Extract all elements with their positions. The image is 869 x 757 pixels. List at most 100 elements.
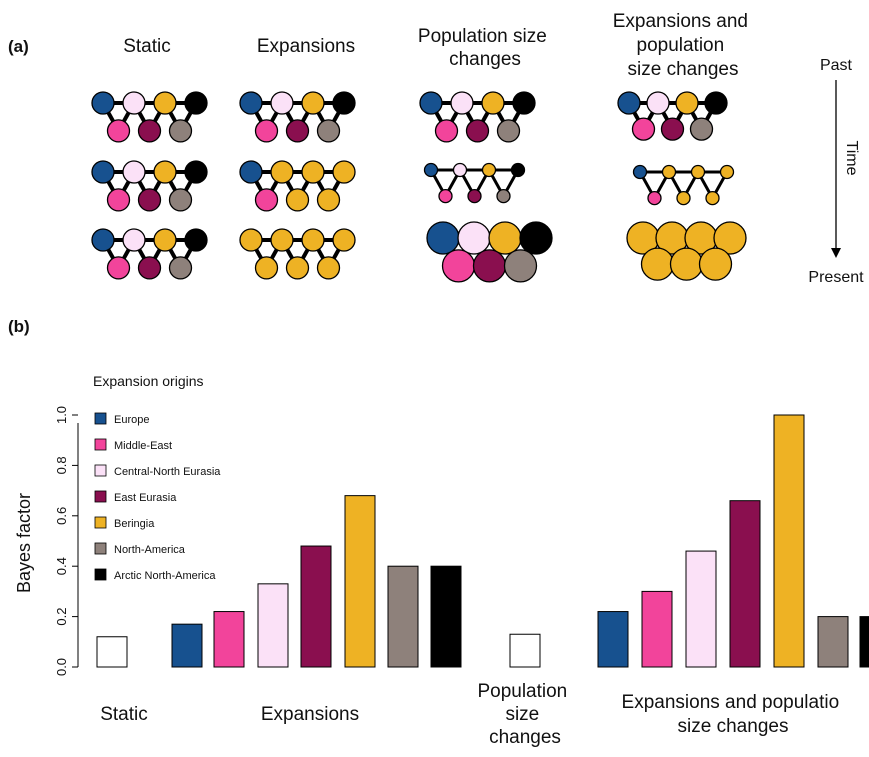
network-node bbox=[704, 91, 728, 115]
network-node bbox=[184, 91, 208, 115]
network-node bbox=[254, 119, 279, 143]
network-node bbox=[106, 188, 131, 212]
network-node bbox=[519, 221, 553, 255]
network-node bbox=[647, 190, 662, 206]
network-popsize-0 bbox=[419, 91, 536, 143]
legend-label: Central-North Eurasia bbox=[114, 466, 221, 478]
network-node bbox=[301, 91, 325, 115]
network-exp-popsize-1 bbox=[632, 164, 735, 206]
group-label-static: Static bbox=[100, 704, 148, 725]
network-node bbox=[153, 91, 177, 115]
network-node bbox=[423, 162, 439, 178]
panel-b-label: (b) bbox=[8, 317, 30, 336]
network-exp-popsize-2 bbox=[626, 221, 747, 281]
network-node bbox=[512, 91, 536, 115]
legend-swatch bbox=[94, 516, 107, 529]
network-node bbox=[285, 119, 310, 143]
network-node bbox=[91, 91, 115, 115]
bar-central-north-eurasia bbox=[685, 550, 717, 668]
network-node bbox=[675, 91, 699, 115]
group-label-exp-popsize-l2: size changes bbox=[678, 716, 789, 737]
network-popsize-1 bbox=[423, 162, 526, 204]
network-node bbox=[472, 249, 507, 283]
legend-title: Expansion origins bbox=[93, 373, 204, 389]
network-node bbox=[481, 162, 497, 178]
scenario-title-exp-popsize-l3: size changes bbox=[628, 59, 739, 80]
network-node bbox=[698, 247, 733, 281]
network-node bbox=[301, 228, 325, 252]
bar-arctic-north-america bbox=[430, 565, 462, 668]
network-node bbox=[617, 91, 641, 115]
bar-europe bbox=[597, 611, 629, 668]
network-node bbox=[419, 91, 443, 115]
network-node bbox=[690, 164, 706, 180]
network-node bbox=[450, 91, 474, 115]
time-arrow-head bbox=[831, 248, 841, 258]
legend-label: Europe bbox=[114, 414, 149, 426]
network-node bbox=[719, 164, 735, 180]
network-node bbox=[332, 228, 356, 252]
network-node bbox=[122, 91, 146, 115]
scenario-title-popsize: Population size changes bbox=[418, 26, 552, 70]
network-node bbox=[452, 162, 468, 178]
network-static-1 bbox=[91, 160, 208, 212]
network-node bbox=[631, 117, 656, 141]
network-node bbox=[457, 221, 491, 255]
network-expansions-1 bbox=[239, 160, 356, 212]
legend-swatch bbox=[94, 412, 107, 425]
network-node bbox=[137, 188, 162, 212]
y-axis-label: Bayes factor bbox=[14, 493, 34, 593]
network-node bbox=[669, 247, 704, 281]
network-static-2 bbox=[91, 228, 208, 280]
y-tick-label: 0.0 bbox=[54, 658, 69, 676]
bar-none bbox=[96, 636, 128, 668]
network-node bbox=[481, 91, 505, 115]
network-node bbox=[503, 249, 538, 283]
legend: Expansion origins Europe Middle-East Centr… bbox=[93, 373, 221, 582]
network-node bbox=[705, 190, 720, 206]
network-node bbox=[332, 160, 356, 184]
scenario-title-expansions: Expansions bbox=[257, 36, 355, 57]
network-node bbox=[137, 256, 162, 280]
network-node bbox=[496, 188, 511, 204]
scenario-title-popsize-l1: Population size bbox=[418, 26, 547, 47]
network-node bbox=[184, 160, 208, 184]
bar-north-america bbox=[817, 616, 849, 668]
network-node bbox=[660, 117, 685, 141]
network-node bbox=[285, 256, 310, 280]
network-node bbox=[640, 247, 675, 281]
network-node bbox=[301, 160, 325, 184]
legend-label: Beringia bbox=[114, 518, 155, 530]
legend-swatch bbox=[94, 438, 107, 451]
network-node bbox=[270, 160, 294, 184]
group-label-exp-popsize-l1: Expansions and populatio bbox=[622, 692, 840, 713]
bar-arctic-north-america bbox=[859, 616, 869, 668]
y-tick-label: 0.8 bbox=[54, 456, 69, 474]
network-node bbox=[239, 160, 263, 184]
legend-swatch bbox=[94, 542, 107, 555]
network-node bbox=[239, 91, 263, 115]
network-node bbox=[465, 119, 490, 143]
time-label: Time bbox=[843, 141, 860, 176]
legend-label: North-America bbox=[114, 544, 186, 556]
scenario-title-exp-popsize-l2: population bbox=[637, 35, 725, 56]
group-label-popsize-l3: changes bbox=[489, 727, 561, 748]
network-node bbox=[137, 119, 162, 143]
time-present-label: Present bbox=[808, 269, 864, 286]
network-node bbox=[91, 160, 115, 184]
network-node bbox=[434, 119, 459, 143]
network-node bbox=[713, 221, 747, 255]
network-static-0 bbox=[91, 91, 208, 143]
time-past-label: Past bbox=[820, 57, 853, 74]
network-node bbox=[153, 228, 177, 252]
network-node bbox=[270, 228, 294, 252]
network-exp-popsize-0 bbox=[617, 91, 728, 141]
y-ticks: 0.0 0.2 0.4 0.6 0.8 1.0 bbox=[54, 406, 78, 676]
network-node bbox=[153, 160, 177, 184]
bar-europe bbox=[171, 623, 203, 668]
network-node bbox=[239, 228, 263, 252]
group-label-popsize-l2: size bbox=[505, 704, 539, 725]
network-node bbox=[646, 91, 670, 115]
network-node bbox=[316, 188, 341, 212]
